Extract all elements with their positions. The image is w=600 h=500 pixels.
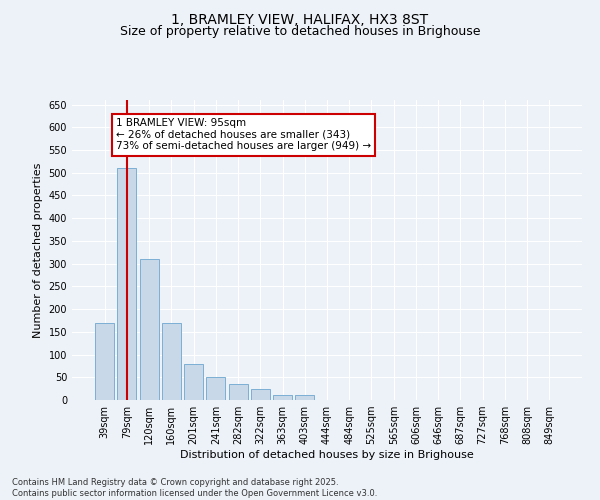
Text: 1 BRAMLEY VIEW: 95sqm
← 26% of detached houses are smaller (343)
73% of semi-det: 1 BRAMLEY VIEW: 95sqm ← 26% of detached …: [116, 118, 371, 152]
Bar: [295, 396, 314, 400]
Bar: [229, 384, 248, 400]
Text: Size of property relative to detached houses in Brighouse: Size of property relative to detached ho…: [120, 25, 480, 38]
Bar: [206, 378, 225, 400]
Bar: [251, 388, 270, 400]
Bar: [273, 396, 292, 400]
Bar: [118, 168, 136, 400]
Y-axis label: Number of detached properties: Number of detached properties: [33, 162, 43, 338]
Bar: [95, 322, 114, 400]
X-axis label: Distribution of detached houses by size in Brighouse: Distribution of detached houses by size …: [180, 450, 474, 460]
Bar: [140, 259, 158, 400]
Text: Contains HM Land Registry data © Crown copyright and database right 2025.
Contai: Contains HM Land Registry data © Crown c…: [12, 478, 377, 498]
Bar: [162, 322, 181, 400]
Bar: [184, 364, 203, 400]
Text: 1, BRAMLEY VIEW, HALIFAX, HX3 8ST: 1, BRAMLEY VIEW, HALIFAX, HX3 8ST: [172, 12, 428, 26]
